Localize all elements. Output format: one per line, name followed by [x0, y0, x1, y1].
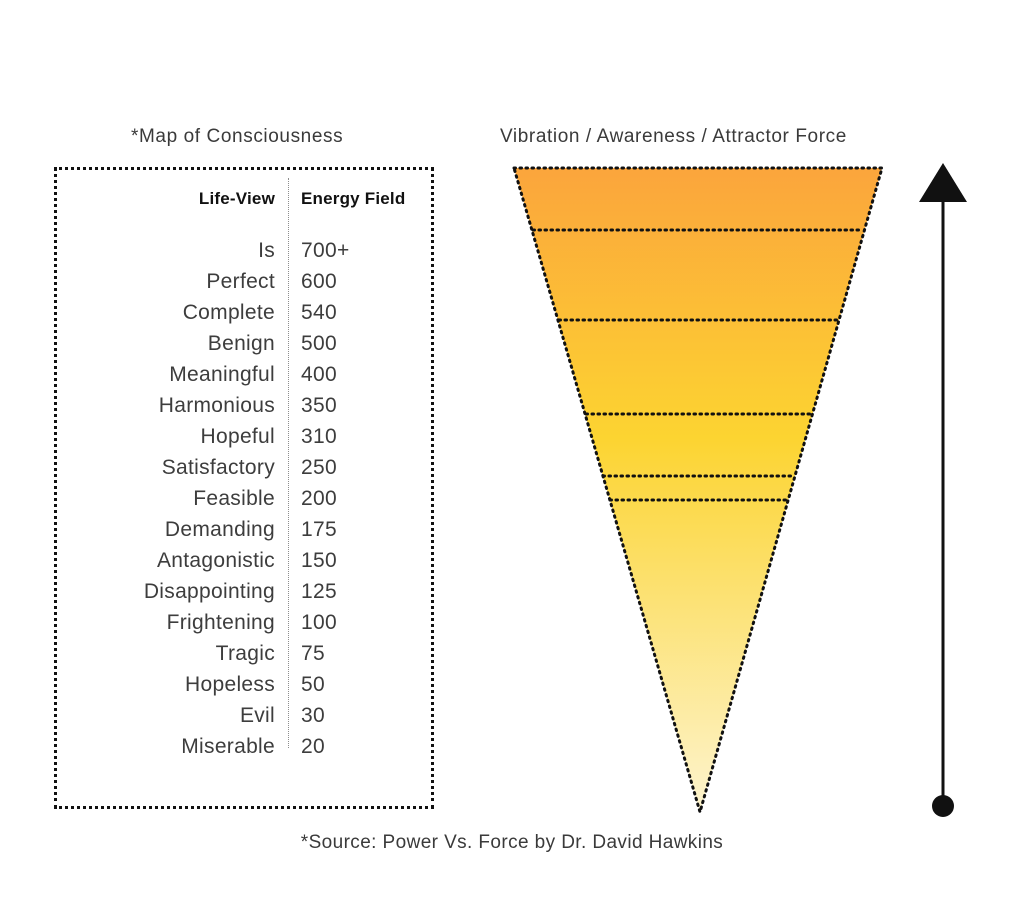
table-body: Life-View Energy Field Is 700+ Perfect 600 Com…	[57, 170, 431, 806]
table-row: Perfect 600	[57, 266, 431, 297]
cell-life-view: Antagonistic	[156, 548, 275, 572]
table-row: Demanding 175	[57, 514, 431, 545]
table-row: Hopeful 310	[57, 421, 431, 452]
cell-energy-field: 600	[301, 269, 337, 293]
map-of-consciousness-title: *Map of Consciousness	[131, 126, 344, 147]
table-row: Is 700+	[57, 235, 431, 266]
cell-life-view: Hopeless	[185, 672, 275, 696]
cell-energy-field: 310	[301, 424, 337, 448]
cell-life-view: Frightening	[166, 610, 275, 634]
table-header-row: Life-View Energy Field	[57, 183, 431, 214]
cell-life-view: Disappointing	[143, 579, 275, 603]
triangle-fill	[514, 168, 882, 812]
cell-life-view: Meaningful	[169, 362, 275, 386]
triangle-svg	[512, 166, 884, 818]
cell-life-view: Is	[258, 238, 275, 262]
cell-life-view: Satisfactory	[161, 455, 275, 479]
table-row: Frightening 100	[57, 607, 431, 638]
cell-life-view: Benign	[207, 331, 275, 355]
cell-energy-field: 200	[301, 486, 337, 510]
cell-energy-field: Energy Field	[301, 188, 406, 208]
column-divider	[288, 178, 289, 748]
vibration-awareness-attractor-force-title: Vibration / Awareness / Attractor Force	[500, 126, 847, 147]
cell-life-view: Feasible	[193, 486, 275, 510]
source-attribution: *Source: Power Vs. Force by Dr. David Ha…	[300, 832, 724, 853]
table-row: Antagonistic 150	[57, 545, 431, 576]
cell-life-view: Complete	[182, 300, 275, 324]
cell-life-view: Evil	[239, 703, 275, 727]
cell-life-view: Harmonious	[158, 393, 275, 417]
cell-energy-field: 30	[301, 703, 325, 727]
cell-life-view: Life-View	[198, 188, 275, 208]
table-row: Satisfactory 250	[57, 452, 431, 483]
upward-arrow-scale	[898, 160, 988, 820]
map-of-consciousness-table: Life-View Energy Field Is 700+ Perfect 600 Com…	[54, 167, 434, 809]
arrow-head-icon	[919, 163, 967, 202]
cell-energy-field: 150	[301, 548, 337, 572]
cell-life-view: Tragic	[215, 641, 275, 665]
cell-energy-field: 100	[301, 610, 337, 634]
cell-life-view: Perfect	[206, 269, 275, 293]
cell-energy-field: 350	[301, 393, 337, 417]
table-row: Evil 30	[57, 700, 431, 731]
table-row: Miserable 20	[57, 731, 431, 762]
cell-energy-field: 500	[301, 331, 337, 355]
cell-energy-field: 175	[301, 517, 337, 541]
table-row: Feasible 200	[57, 483, 431, 514]
inverted-triangle-diagram	[498, 160, 898, 820]
cell-energy-field: 250	[301, 455, 337, 479]
table-row: Benign 500	[57, 328, 431, 359]
cell-life-view: Demanding	[164, 517, 275, 541]
arrow-svg	[919, 163, 967, 817]
cell-energy-field: 540	[301, 300, 337, 324]
cell-life-view: Hopeful	[200, 424, 275, 448]
table-row: Hopeless 50	[57, 669, 431, 700]
cell-energy-field: 400	[301, 362, 337, 386]
table-row: Disappointing 125	[57, 576, 431, 607]
cell-energy-field: 20	[301, 734, 325, 758]
triangle-outline	[512, 166, 884, 818]
cell-energy-field: 50	[301, 672, 325, 696]
cell-energy-field: 125	[301, 579, 337, 603]
cell-life-view: Miserable	[181, 734, 275, 758]
table-row: Meaningful 400	[57, 359, 431, 390]
table-row: Harmonious 350	[57, 390, 431, 421]
table-row: Complete 540	[57, 297, 431, 328]
cell-energy-field: 75	[301, 641, 325, 665]
arrow-base-dot-icon	[932, 795, 954, 817]
table-row: Tragic 75	[57, 638, 431, 669]
cell-energy-field: 700+	[301, 238, 350, 262]
